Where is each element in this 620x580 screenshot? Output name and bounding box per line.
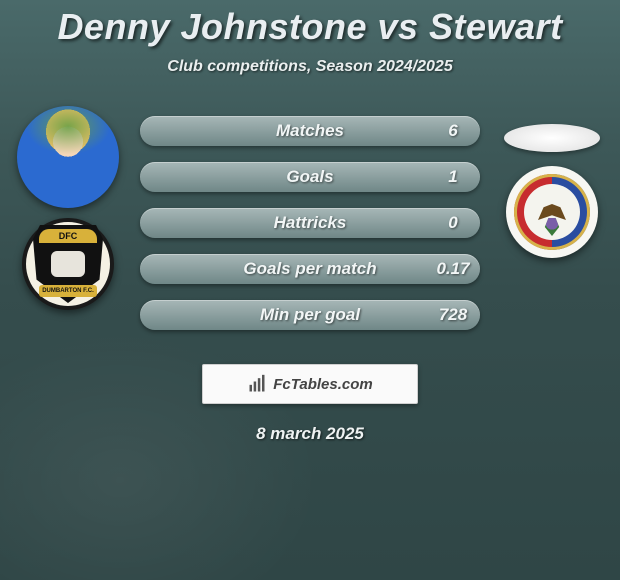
stat-left-value — [150, 254, 184, 284]
stat-left-value — [150, 300, 184, 330]
left-player-avatar — [17, 106, 119, 208]
stat-right-value: 0.17 — [436, 254, 470, 284]
snapshot-date: 8 march 2025 — [0, 424, 620, 444]
stat-left-value — [150, 208, 184, 238]
stat-right-value: 1 — [436, 162, 470, 192]
stat-pill: Goals per match 0.17 — [140, 254, 480, 284]
stat-label: Matches — [276, 121, 344, 141]
stat-label: Goals — [286, 167, 333, 187]
dumbarton-crest: DFC DUMBARTON F.C. — [33, 225, 103, 303]
page-title: Denny Johnstone vs Stewart — [0, 0, 620, 48]
ict-crest — [514, 174, 590, 250]
stat-pill: Hattricks 0 — [140, 208, 480, 238]
brand-text: FcTables.com — [273, 376, 372, 393]
page-subtitle: Club competitions, Season 2024/2025 — [0, 58, 620, 76]
left-player-column: DFC DUMBARTON F.C. — [8, 106, 128, 310]
stat-right-value: 728 — [436, 300, 470, 330]
right-player-column — [492, 106, 612, 258]
stat-right-value: 0 — [436, 208, 470, 238]
stat-left-value — [150, 162, 184, 192]
stat-label: Hattricks — [274, 213, 347, 233]
stat-pill: Matches 6 — [140, 116, 480, 146]
stat-pill: Min per goal 728 — [140, 300, 480, 330]
comparison-content: DFC DUMBARTON F.C. Matches 6 Goals 1 Hattric… — [0, 106, 620, 346]
left-player-club-badge: DFC DUMBARTON F.C. — [22, 218, 114, 310]
bar-chart-icon — [247, 374, 267, 394]
crest-top-text: DFC — [39, 229, 97, 243]
stat-label: Goals per match — [243, 259, 376, 279]
stat-label: Min per goal — [260, 305, 360, 325]
right-player-club-badge — [506, 166, 598, 258]
stat-left-value — [150, 116, 184, 146]
brand-badge[interactable]: FcTables.com — [202, 364, 418, 404]
crest-bottom-text: DUMBARTON F.C. — [39, 285, 97, 297]
stat-pills: Matches 6 Goals 1 Hattricks 0 Goals per match 0… — [140, 116, 480, 346]
stat-right-value: 6 — [436, 116, 470, 146]
stat-pill: Goals 1 — [140, 162, 480, 192]
